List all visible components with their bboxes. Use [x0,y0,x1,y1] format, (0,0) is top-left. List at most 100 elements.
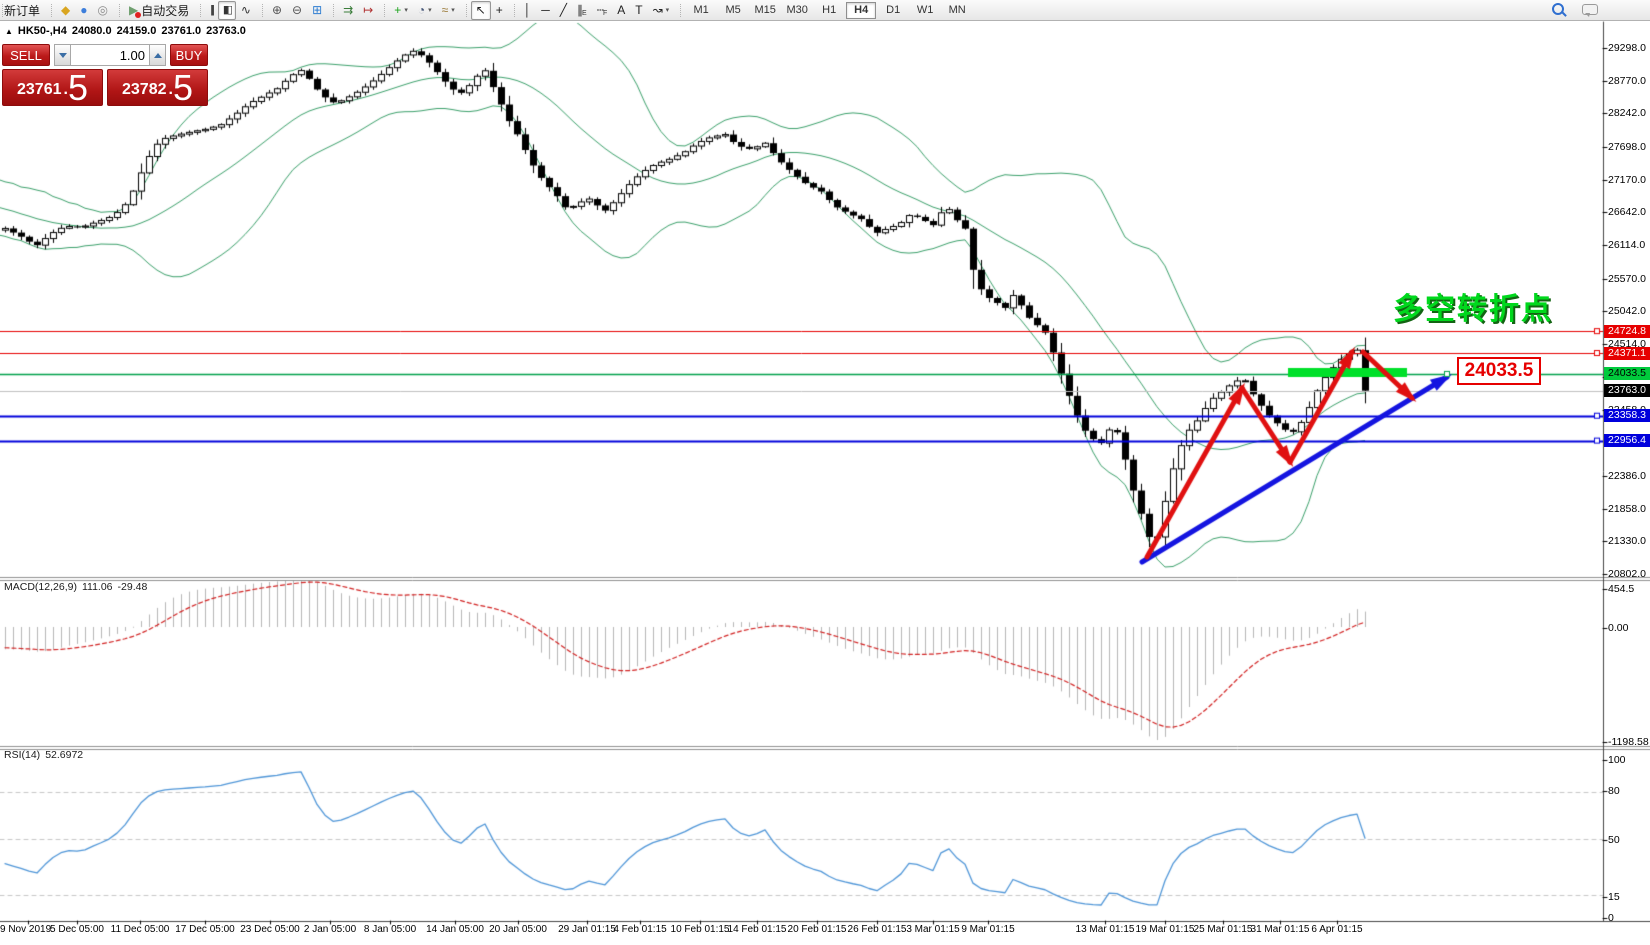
buy-button[interactable]: BUY [170,44,208,66]
triangle-up-icon [153,52,162,58]
toolbar-group-4: ⊕ ⊖ ⊞ [260,0,331,20]
tile-windows-button[interactable]: ⊞ [307,1,327,20]
autotrade-glyph: ▶ [128,3,139,17]
text-glyph: A [617,3,626,17]
sub-letter: E [582,10,587,17]
turning-point-annotation[interactable]: 多空转折点 [1393,293,1553,326]
vertical-line-button[interactable]: │ [519,1,537,20]
ohlc-high: 24159.0 [116,25,157,37]
zoom-out-glyph: ⊖ [292,3,303,17]
fibonacci-button[interactable]: ┄ F [592,1,613,20]
time-axis-label: 9 Nov 2019 [0,924,52,935]
timeframe-button-h4[interactable]: H4 [846,1,877,19]
candlestick-chart-button[interactable]: ▮▯ [217,0,236,20]
autotrade-button[interactable]: ▶ 自动交易 [124,1,194,20]
new-chart-button[interactable]: + ▾ [389,1,413,20]
macd-indicator-label: MACD(12,26,9) 111.06 -29.48 [4,581,152,593]
auto-scroll-button[interactable]: ↦ [358,1,378,20]
timeframe-button-d1[interactable]: D1 [886,3,901,16]
cursor-button[interactable]: ↖ [470,0,491,20]
volume-input[interactable] [71,44,149,66]
zoom-out-button[interactable]: ⊖ [287,1,307,20]
time-axis-label: 29 Jan 01:15 [558,924,616,935]
time-axis-label: 31 Mar 01:15 [1250,924,1310,935]
time-axis-label: 25 Mar 01:15 [1193,924,1253,935]
timeframe-group: M1 M5 M15 M30 H1 H4 D1 W1 MN [678,0,977,20]
price-badge-23358.3: 23358.3 [1604,409,1650,423]
price-axis-tick: 21330.0 [1608,535,1646,548]
text-button[interactable]: A [612,1,630,20]
timeframe-button-w1[interactable]: W1 [916,3,934,16]
time-axis-label: 5 Dec 05:00 [50,924,104,935]
collapse-triangle-icon[interactable]: ▲ [5,27,13,36]
volume-decrease-button[interactable] [54,44,71,66]
ohlc-close: 23763.0 [206,25,246,37]
price-badge-24033.5: 24033.5 [1604,367,1650,381]
buy-price-pip: 5 [172,67,193,108]
channel-button[interactable]: ∥ E [572,1,592,20]
sell-price-main: 23761 [17,81,62,98]
cursor-glyph: ↖ [475,3,486,17]
time-axis-label: 2 Jan 05:00 [303,924,357,935]
community-icon-glyph: ● [80,3,88,17]
gold-icon[interactable]: ◆ [56,1,75,20]
time-axis-label: 8 Jan 05:00 [363,924,417,935]
timeframe-button-h1[interactable]: H1 [822,3,837,16]
rsi-axis-tick: 50 [1608,834,1620,846]
time-axis-label: 4 Feb 01:15 [613,924,667,935]
time-axis-label: 20 Feb 01:15 [787,924,847,935]
toolbar-group-1: ◆ ● ◎ [49,0,117,20]
new-order-button[interactable]: 新订单 [0,1,45,20]
chevron-down-icon: ▾ [428,7,432,14]
line-chart-button[interactable]: ∿ [236,1,256,20]
signal-icon[interactable]: ◎ [93,1,113,20]
timeframe-button-mn[interactable]: MN [948,3,966,16]
candlestick-chart-glyph: ▮▯ [222,4,233,16]
time-axis-label: 23 Dec 05:00 [240,924,300,935]
arrows-button[interactable]: ↝ ▾ [648,1,675,20]
indicators-button[interactable]: ≈ ▾ [437,1,460,20]
text-label-button[interactable]: T [630,1,647,20]
horizontal-line-button[interactable]: ─ [536,1,555,20]
price-axis-tick: 28242.0 [1608,107,1646,120]
rsi-indicator-label: RSI(14) 52.6972 [4,749,88,761]
toolbar-group-5: ⇉ ↦ [331,0,382,20]
volume-increase-button[interactable] [149,44,166,66]
chart-shift-button[interactable]: ⇉ [338,1,358,20]
timeframe-button-m15[interactable]: M15 [754,3,776,16]
timeframe-button-m5[interactable]: M5 [725,3,741,16]
price-flag-label[interactable]: 24033.5 [1457,357,1541,385]
time-axis-label: 9 Mar 01:15 [961,924,1015,935]
sell-price-box[interactable]: 23761. 5 [2,69,103,106]
one-click-trade-panel: SELL BUY 23761.5 23782.5 [2,44,208,106]
crosshair-button[interactable]: + [491,1,508,20]
chat-icon[interactable] [1582,4,1598,17]
trendline-button[interactable]: ╱ [555,1,572,20]
community-icon[interactable]: ● [75,1,92,20]
timeframe-button-m1[interactable]: M1 [693,3,709,16]
price-badge-24371.1: 24371.1 [1604,346,1650,360]
buy-price-dot: . [168,81,173,98]
line-chart-glyph: ∿ [240,3,251,17]
time-axis-label: 14 Jan 05:00 [426,924,484,935]
buy-price-box[interactable]: 23782. 5 [107,69,208,106]
time-axis-label: 26 Feb 01:15 [847,924,907,935]
zoom-in-button[interactable]: ⊕ [267,1,287,20]
price-axis-tick: 21858.0 [1608,502,1646,515]
time-axis-label: 20 Jan 05:00 [489,924,547,935]
toolbar-group-3: ||| ▮▯ ∿ [198,0,260,20]
price-badge-22956.4: 22956.4 [1604,434,1650,448]
macd-axis-tick: -1198.58 [1608,736,1649,748]
sell-button[interactable]: SELL [2,44,50,66]
rsi-axis-tick: 0 [1608,912,1614,924]
profiles-button[interactable]: ◔ ▾ [413,1,437,20]
search-icon[interactable] [1552,3,1564,15]
autotrade-status-dot-icon [134,11,141,18]
new-order-button-label: 新订单 [4,3,41,18]
chevron-down-icon: ▾ [404,7,408,14]
bar-chart-button[interactable]: ||| [205,1,218,20]
triangle-down-icon [58,52,67,58]
price-axis-tick: 28770.0 [1608,74,1646,87]
timeframe-button-m30[interactable]: M30 [786,3,808,16]
